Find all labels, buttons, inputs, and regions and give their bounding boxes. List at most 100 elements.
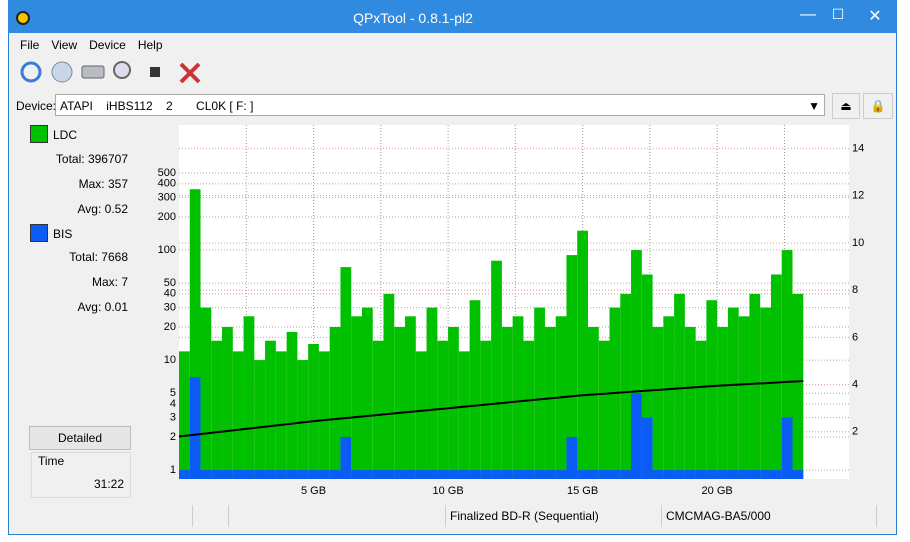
y2-tick-label: 12 (852, 190, 864, 202)
lock-button[interactable]: 🔒 (863, 93, 893, 119)
bar (340, 267, 352, 479)
bar (695, 470, 707, 479)
bar (426, 307, 438, 479)
x-tick-label: 15 GB (567, 485, 598, 497)
minimize-button[interactable]: — (800, 6, 816, 23)
bar (566, 255, 578, 479)
stat-label: Avg: (77, 202, 102, 216)
stat-row: Max: 357 (28, 177, 128, 202)
bar (491, 260, 502, 479)
y2-tick-label: 14 (852, 143, 864, 155)
app-icon (16, 11, 30, 25)
bar (674, 470, 685, 479)
bar (415, 351, 427, 479)
bar (372, 470, 384, 479)
bar (308, 344, 319, 479)
time-box: Time 31:22 (31, 452, 131, 498)
bar (781, 250, 793, 479)
bar (297, 470, 309, 479)
bar (512, 470, 524, 479)
menu-item[interactable]: Help (137, 38, 163, 52)
bar (254, 470, 266, 479)
window-title: QPxTool - 0.8.1-pl2 (353, 10, 473, 26)
device-select[interactable]: ATAPI iHBS112 2 CL0K [ F: ] ▼ (55, 94, 825, 116)
bar (663, 470, 675, 479)
bar (577, 470, 588, 479)
menu-item[interactable]: View (51, 38, 78, 52)
bar (265, 340, 276, 479)
bar (512, 316, 524, 479)
bar (598, 470, 610, 479)
refresh-icon[interactable] (20, 61, 42, 83)
bar (706, 470, 718, 479)
status-media-id: CMCMAG-BA5/000 (662, 505, 877, 527)
bar (717, 326, 728, 479)
bar (254, 360, 266, 479)
bar (523, 470, 535, 479)
x-tick-label: 10 GB (432, 485, 463, 497)
drive-icon[interactable] (81, 65, 105, 79)
bar (383, 470, 395, 479)
bar (243, 470, 255, 479)
status-segment (193, 505, 229, 527)
dropdown-arrow[interactable]: ▼ (808, 99, 820, 113)
bar (792, 470, 804, 479)
y-tick-label: 1 (170, 464, 176, 476)
bar (297, 360, 309, 479)
stat-row: Avg: 0.52 (28, 202, 129, 227)
settings-icon[interactable] (179, 62, 201, 84)
bar (211, 340, 223, 479)
bar (437, 470, 449, 479)
bar (415, 470, 427, 479)
menu-item[interactable]: Device (89, 38, 126, 52)
y-tick-label: 400 (158, 178, 176, 190)
bar (308, 470, 319, 479)
bar (684, 470, 696, 479)
bar (437, 340, 449, 479)
bar (781, 417, 793, 479)
bar (792, 293, 804, 479)
time-value: 31:22 (93, 477, 124, 491)
bar (372, 340, 384, 479)
bar (222, 470, 233, 479)
y2-tick-label: 8 (852, 284, 858, 296)
bar (480, 340, 492, 479)
detailed-button[interactable]: Detailed (29, 426, 131, 450)
maximize-button[interactable]: ☐ (831, 6, 845, 22)
title-bar: QPxTool - 0.8.1-pl2 — ☐ ✕ (8, 0, 897, 33)
bar (598, 340, 610, 479)
bar (200, 307, 212, 479)
bar (706, 300, 718, 479)
bar (286, 331, 298, 479)
stop-icon[interactable] (150, 67, 160, 77)
y-tick-label: 5 (170, 387, 176, 399)
bar (738, 470, 750, 479)
bar (695, 340, 707, 479)
bar (329, 326, 341, 479)
scan-icon[interactable] (113, 61, 131, 79)
bar (566, 436, 578, 479)
bar (232, 470, 244, 479)
bar (448, 470, 459, 479)
stat-value: 7668 (101, 250, 128, 264)
device-label: Device: (16, 99, 57, 113)
stat-row: Total: 396707 (28, 152, 128, 177)
y2-tick-label: 10 (852, 237, 864, 249)
bar (641, 417, 653, 479)
bar (544, 326, 556, 479)
menu-bar: File View Device Help (20, 38, 175, 52)
bar (652, 470, 664, 479)
bar (684, 326, 696, 479)
y-tick-label: 500 (158, 167, 176, 179)
stat-row: Avg: 0.01 (28, 300, 129, 325)
bar (738, 316, 750, 479)
eject-button[interactable]: ⏏ (832, 93, 860, 119)
bar (501, 470, 513, 479)
bar (448, 326, 459, 479)
menu-item[interactable]: File (20, 38, 40, 52)
disc-icon[interactable] (51, 61, 73, 83)
bar (770, 470, 782, 479)
bar (405, 316, 416, 479)
close-button[interactable]: ✕ (868, 8, 882, 25)
